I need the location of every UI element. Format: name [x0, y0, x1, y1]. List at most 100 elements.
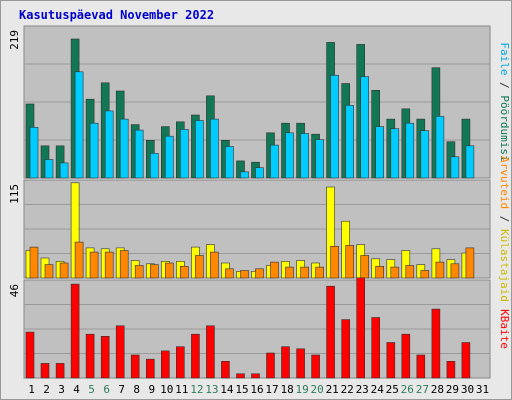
bar-bottom-kbaite-3: [55, 363, 65, 379]
bar-middle-arvuteid-19: [300, 266, 309, 279]
x-tick-label-19: 19: [295, 383, 308, 396]
bar-middle-arvuteid-8: [134, 265, 144, 279]
bar-bottom-kbaite-23: [356, 277, 366, 379]
x-tick-label-11: 11: [175, 383, 188, 396]
x-tick-label-21: 21: [326, 383, 339, 396]
bar-middle-arvuteid-10: [165, 262, 174, 279]
bar-bottom-kbaite-13: [206, 325, 215, 379]
bar-middle-arvuteid-30: [465, 247, 475, 279]
bar-top-faile-28: [435, 116, 445, 179]
bar-middle-arvuteid-16: [255, 268, 264, 279]
bar-bottom-kbaite-12: [191, 333, 200, 379]
bar-middle-arvuteid-13: [210, 251, 219, 279]
bar-middle-arvuteid-22: [345, 245, 355, 279]
bar-top-faile-2: [44, 159, 54, 179]
bar-bottom-kbaite-5: [85, 333, 95, 379]
x-tick-label-9: 9: [148, 383, 155, 396]
bar-middle-arvuteid-26: [405, 265, 415, 279]
bar-middle-arvuteid-7: [119, 250, 129, 279]
bar-middle-arvuteid-2: [44, 264, 54, 279]
bar-bottom-kbaite-20: [311, 354, 320, 379]
x-tick-label-29: 29: [446, 383, 459, 396]
bar-bottom-kbaite-14: [221, 360, 230, 379]
x-tick-label-15: 15: [235, 383, 248, 396]
x-tick-label-22: 22: [341, 383, 354, 396]
bar-top-faile-22: [345, 105, 355, 179]
bar-bottom-kbaite-16: [251, 373, 260, 379]
bar-middle-arvuteid-9: [150, 264, 159, 279]
x-tick-label-23: 23: [356, 383, 369, 396]
bar-middle-arvuteid-11: [180, 265, 189, 279]
bar-top-faile-7: [119, 118, 129, 179]
x-tick-label-30: 30: [461, 383, 474, 396]
x-tick-label-13: 13: [205, 383, 218, 396]
bar-top-faile-6: [104, 110, 114, 179]
bar-middle-arvuteid-25: [390, 266, 400, 279]
bar-top-faile-4: [74, 71, 84, 179]
bar-bottom-kbaite-26: [401, 333, 411, 379]
bar-middle-arvuteid-14: [225, 268, 234, 279]
legend-faile- / -pöördumisi: Faile / Pöördumisi: [498, 42, 511, 161]
bar-bottom-kbaite-6: [100, 335, 110, 379]
bar-bottom-kbaite-25: [386, 342, 396, 379]
y-axis-max-label: 115: [8, 184, 21, 204]
chart-title: Kasutuspäevad November 2022: [19, 8, 215, 22]
bar-middle-arvuteid-17: [270, 261, 279, 279]
bar-top-faile-29: [450, 156, 460, 179]
bar-top-faile-17: [270, 144, 279, 179]
bar-middle-arvuteid-24: [375, 265, 385, 279]
x-tick-label-31: 31: [476, 383, 489, 396]
x-tick-label-18: 18: [280, 383, 293, 396]
bar-top-faile-19: [300, 133, 309, 179]
bar-bottom-kbaite-4: [70, 283, 80, 379]
bar-bottom-kbaite-24: [371, 317, 381, 379]
bar-bottom-kbaite-9: [146, 358, 155, 379]
x-tick-label-20: 20: [310, 383, 323, 396]
bar-middle-arvuteid-29: [450, 263, 460, 279]
bar-bottom-kbaite-21: [326, 285, 335, 379]
bar-top-faile-9: [150, 153, 159, 179]
x-tick-label-1: 1: [28, 383, 35, 396]
bar-top-faile-5: [89, 122, 99, 179]
x-tick-label-16: 16: [250, 383, 263, 396]
bar-middle-arvuteid-27: [420, 270, 430, 279]
x-tick-label-3: 3: [58, 383, 65, 396]
bar-bottom-kbaite-18: [281, 346, 290, 379]
x-tick-label-12: 12: [190, 383, 203, 396]
bar-bottom-kbaite-7: [115, 325, 125, 379]
x-tick-label-17: 17: [265, 383, 278, 396]
bar-middle-arvuteid-18: [285, 266, 294, 279]
x-tick-label-7: 7: [118, 383, 125, 396]
bar-middle-arvuteid-15: [240, 270, 249, 279]
bar-middle-arvuteid-20: [315, 266, 324, 279]
bar-top-faile-18: [285, 132, 294, 179]
bar-top-faile-30: [465, 145, 475, 179]
bar-top-faile-20: [315, 139, 324, 179]
bar-top-faile-13: [210, 118, 219, 179]
x-tick-label-27: 27: [416, 383, 429, 396]
bar-middle-arvuteid-3: [59, 262, 69, 279]
bar-top-faile-11: [180, 129, 189, 179]
bar-top-faile-1: [29, 127, 39, 179]
bar-middle-arvuteid-1: [29, 246, 39, 279]
bar-top-faile-3: [59, 162, 69, 179]
bar-top-faile-27: [420, 130, 430, 179]
bar-top-faile-12: [195, 120, 204, 179]
bar-top-faile-15: [240, 171, 249, 179]
bar-top-faile-10: [165, 135, 174, 179]
bar-middle-arvuteid-6: [104, 251, 114, 279]
bar-bottom-kbaite-8: [130, 354, 140, 379]
bar-top-faile-16: [255, 167, 264, 179]
bar-bottom-kbaite-29: [446, 360, 456, 379]
bar-bottom-kbaite-10: [161, 350, 170, 379]
x-tick-label-2: 2: [43, 383, 50, 396]
bar-top-faile-21: [330, 75, 339, 179]
bar-bottom-kbaite-22: [341, 319, 351, 379]
y-axis-max-label: 46: [8, 284, 21, 297]
x-tick-label-25: 25: [386, 383, 399, 396]
legend-arvuteid- / -külastajaid: Arvuteid / Külastajaid: [498, 156, 511, 302]
bar-top-faile-24: [375, 126, 385, 179]
bar-bottom-kbaite-28: [431, 308, 441, 379]
bar-top-faile-23: [360, 76, 370, 179]
